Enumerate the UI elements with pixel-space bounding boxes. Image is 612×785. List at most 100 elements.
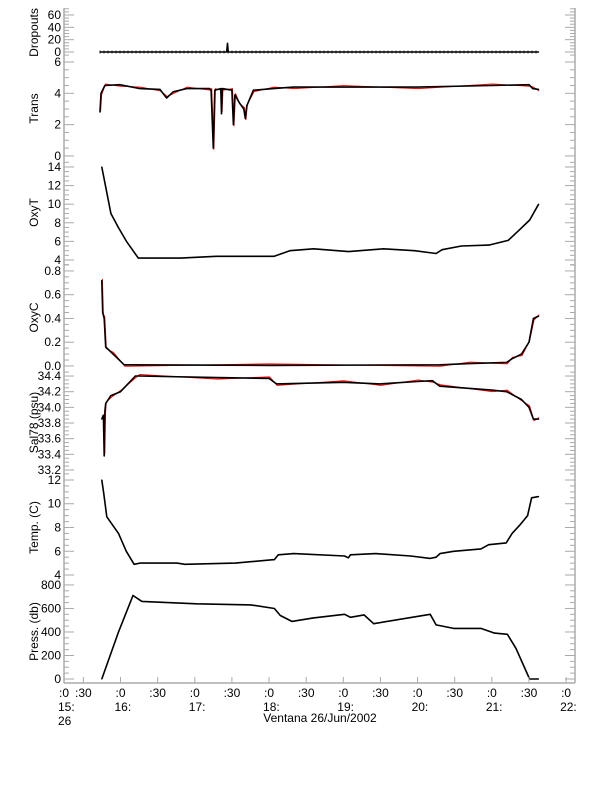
x-tick-label: 17: [189, 700, 206, 714]
data-point [110, 395, 112, 397]
y-tick-label: 34.4 [38, 369, 62, 383]
y-tick-label: 0 [54, 672, 61, 686]
data-point [537, 496, 540, 498]
data-point [268, 377, 270, 379]
x-tick-label: 21: [486, 700, 503, 714]
y-tick-label: 400 [41, 625, 61, 639]
x-tick-label: 20: [412, 700, 429, 714]
y-tick-label: 10 [48, 197, 62, 211]
y-tick-label: 33.6 [38, 432, 62, 446]
data-point [363, 614, 365, 616]
data-point [234, 562, 236, 564]
x-tick-label: 26 [58, 714, 72, 728]
data-point [439, 385, 441, 387]
data-point [125, 550, 127, 552]
x-tick-label: :0 [338, 686, 348, 700]
data-point [172, 91, 174, 93]
data-point [105, 346, 107, 348]
data-point [117, 631, 120, 633]
x-tick-label: :0 [116, 686, 126, 700]
data-point [119, 391, 122, 393]
data-point [209, 88, 211, 90]
data-point [342, 86, 344, 88]
series-temp [101, 479, 539, 566]
data-point [101, 279, 103, 282]
data-point [215, 255, 217, 257]
data-point [100, 92, 102, 94]
x-tick-label: 15: [58, 700, 75, 714]
y-axis-label: Sal78 (psu) [27, 392, 41, 453]
data-point [506, 633, 509, 635]
data-point [216, 376, 218, 379]
data-point [212, 147, 214, 149]
y-tick-label: 14 [48, 160, 62, 174]
data-point [491, 389, 493, 391]
data-point [195, 603, 198, 605]
y-tick-label: 8 [54, 521, 61, 535]
y-axis-label: OxyC [27, 302, 41, 332]
y-tick-label: 34.0 [38, 400, 62, 414]
data-point [214, 89, 216, 91]
y-tick-label: 10 [48, 497, 62, 511]
y-tick-label: 34.2 [38, 385, 62, 399]
data-point [102, 311, 104, 314]
x-tick-label: 22: [560, 700, 577, 714]
data-point [238, 102, 240, 104]
y-tick-label: 33.2 [38, 463, 62, 477]
series-dropouts [100, 42, 539, 53]
x-tick-label: :30 [521, 686, 538, 700]
data-point [104, 410, 106, 412]
data-point [243, 108, 245, 110]
data-point [468, 362, 471, 365]
data-point [273, 255, 275, 257]
y-tick-label: 60 [48, 8, 62, 22]
data-point [528, 84, 530, 86]
data-point [538, 315, 540, 317]
data-point [137, 257, 139, 259]
y-tick-label: 800 [41, 578, 61, 592]
data-point [538, 203, 540, 205]
y-tick-label: 4 [54, 568, 61, 582]
y-tick-label: 4 [54, 253, 61, 267]
y-tick-label: 6 [54, 55, 61, 69]
data-point [519, 524, 521, 526]
data-point [349, 554, 351, 556]
data-point [527, 515, 529, 517]
data-point [292, 86, 295, 88]
y-axis-label: Temp. (C) [27, 501, 41, 554]
data-point [105, 402, 107, 405]
data-point [493, 632, 496, 634]
data-point [349, 616, 351, 618]
y-tick-label: 4 [54, 86, 61, 100]
data-point [488, 244, 490, 246]
x-tick-label: 18: [263, 700, 280, 714]
y-tick-label: 0 [54, 149, 61, 163]
data-point [460, 245, 462, 247]
x-axis-title: Ventana 26/Jun/2002 [263, 711, 377, 725]
series-trans [99, 83, 539, 149]
data-point [231, 89, 233, 91]
data-point [439, 553, 441, 555]
data-point [272, 88, 275, 90]
data-point [520, 398, 523, 401]
data-point [101, 678, 103, 680]
data-point [530, 497, 533, 499]
data-point [439, 364, 441, 366]
data-point [110, 212, 112, 215]
data-point [226, 51, 228, 53]
x-tick-label: :30 [446, 686, 463, 700]
x-axis: :015:26:30:016::30:017::30:018::30:019::… [58, 677, 577, 728]
data-point [134, 375, 136, 377]
data-point [480, 627, 482, 630]
y-tick-label: 200 [41, 648, 61, 662]
data-point [312, 617, 314, 619]
data-point [246, 105, 248, 107]
x-tick-label: :0 [190, 686, 200, 700]
y-tick-label: 0.4 [44, 311, 61, 325]
x-tick-label: :30 [75, 686, 92, 700]
y-tick-label: 33.8 [38, 416, 62, 430]
data-point [103, 317, 105, 320]
data-point [293, 553, 295, 555]
y-tick-label: 12 [48, 473, 62, 487]
